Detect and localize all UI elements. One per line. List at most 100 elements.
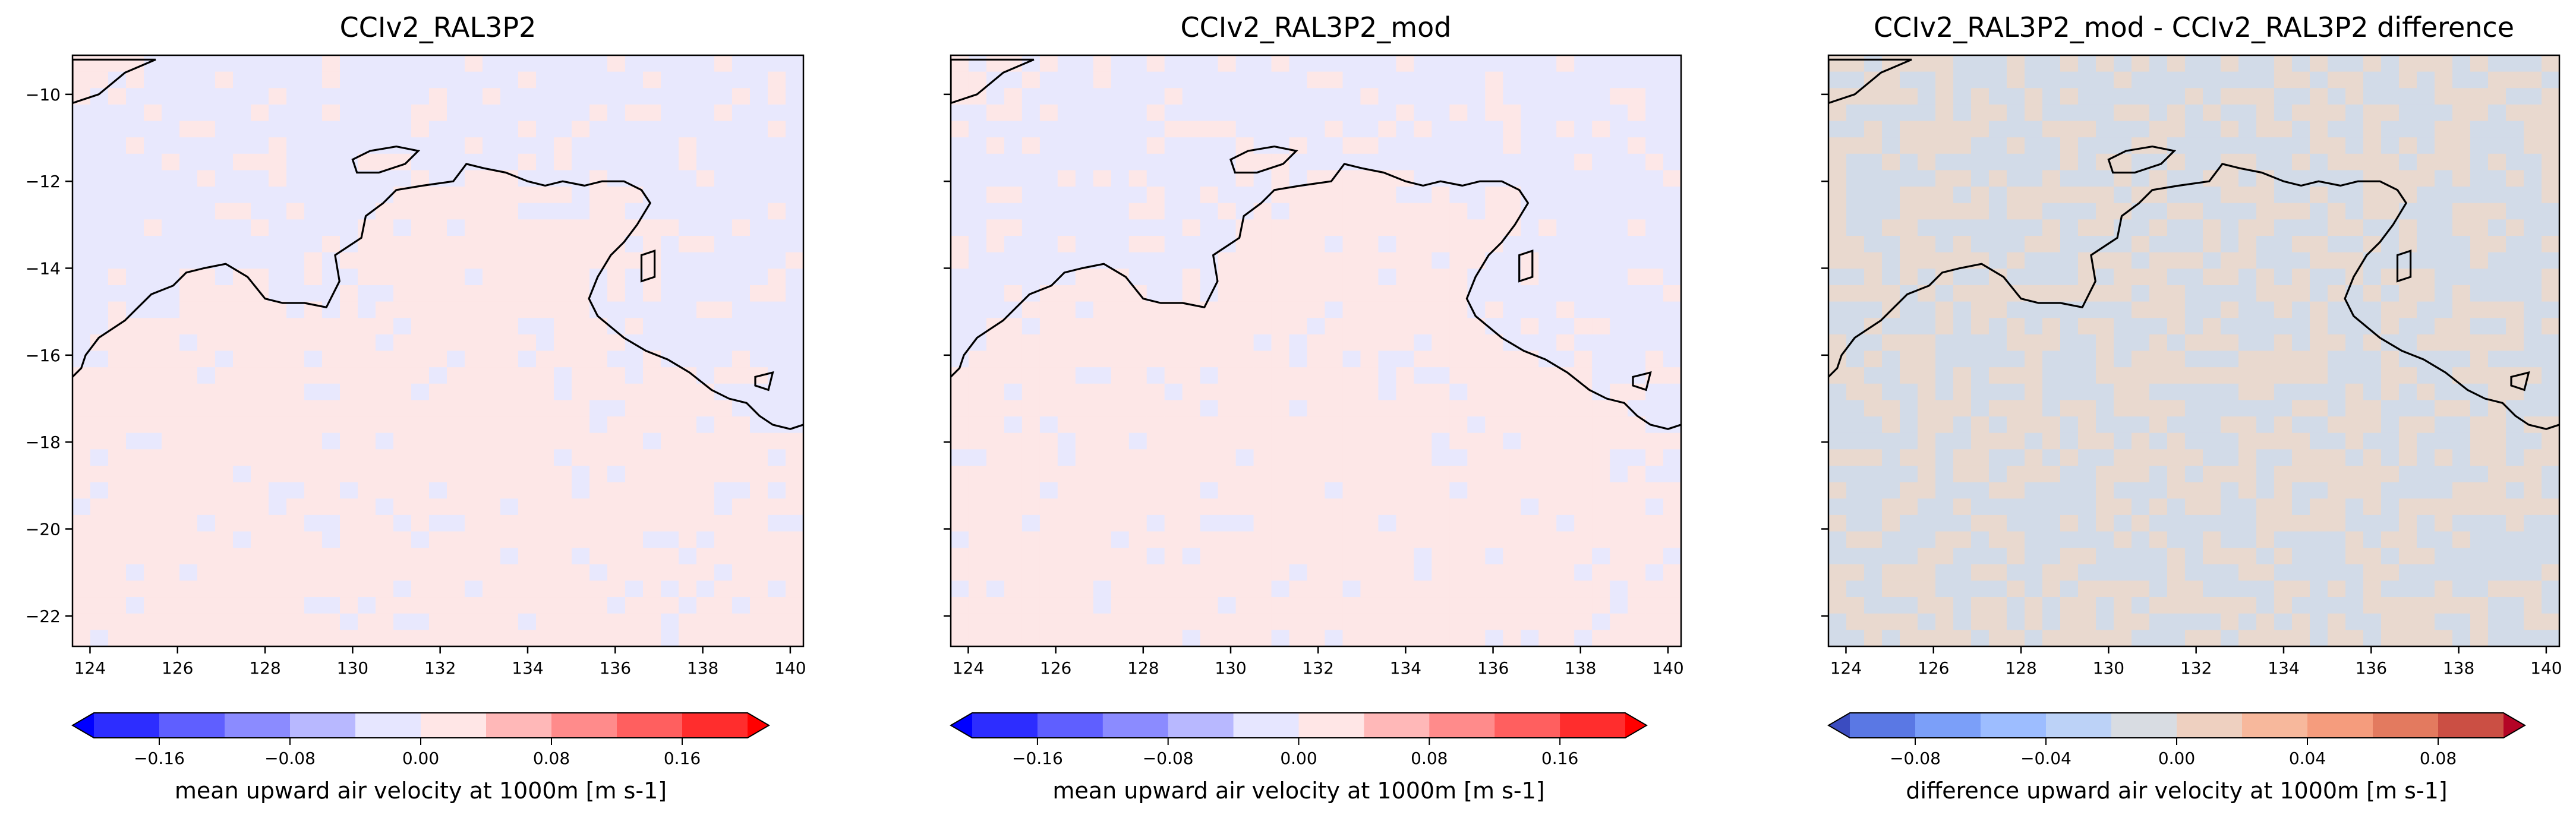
heatmap-cell [2417, 219, 2435, 236]
heatmap-cell [90, 269, 109, 286]
heatmap-cell [500, 367, 519, 384]
heatmap-cell [536, 187, 554, 204]
heatmap-cell [1918, 121, 1936, 138]
heatmap-cell [951, 318, 969, 335]
heatmap-cell [2524, 187, 2542, 204]
heatmap-cell [2238, 597, 2257, 614]
heatmap-cell [1146, 88, 1165, 105]
heatmap-cell [1645, 514, 1664, 532]
heatmap-cell [750, 514, 768, 532]
heatmap-cell [2381, 548, 2400, 565]
heatmap-cell [269, 219, 287, 236]
colorbar-outline [71, 712, 770, 738]
heatmap-cell [2435, 318, 2453, 335]
heatmap-cell [2417, 252, 2435, 269]
heatmap-cell [1918, 219, 1936, 236]
heatmap-cell [732, 88, 751, 105]
heatmap-cell [1057, 465, 1076, 483]
heatmap-cell [1882, 170, 1900, 187]
heatmap-cell [2149, 613, 2168, 630]
heatmap-cell [2132, 350, 2150, 368]
heatmap-cell [1342, 301, 1361, 318]
heatmap-cell [1610, 269, 1628, 286]
heatmap-cell [2452, 318, 2471, 335]
heatmap-cell [1900, 613, 1918, 630]
heatmap-cell [2399, 88, 2417, 105]
heatmap-cell [2435, 449, 2453, 466]
heatmap-cell [1021, 318, 1041, 335]
heatmap-cell [2363, 416, 2382, 434]
heatmap-cell [1900, 269, 1918, 286]
heatmap-cell [1971, 432, 1989, 450]
heatmap-cell [1378, 318, 1396, 335]
heatmap-cell [2417, 613, 2435, 630]
heatmap-cell [1325, 367, 1344, 384]
heatmap-cell [2542, 383, 2559, 401]
heatmap-cell [2310, 613, 2328, 630]
heatmap-cell [1271, 531, 1290, 548]
heatmap-cell [2399, 219, 2417, 236]
heatmap-cell [679, 318, 697, 335]
heatmap-cell [986, 187, 1005, 204]
heatmap-cell [2007, 252, 2025, 269]
heatmap-cell [1414, 203, 1432, 220]
heatmap-cell [2381, 71, 2400, 89]
heatmap-cell [968, 597, 987, 614]
heatmap-cell [2399, 498, 2417, 516]
heatmap-cell [1864, 269, 1883, 286]
heatmap-cell [1325, 71, 1344, 89]
heatmap-cell [1271, 170, 1290, 187]
heatmap-cell [1200, 613, 1219, 630]
heatmap-cell [1592, 482, 1610, 499]
heatmap-cell [72, 482, 91, 499]
heatmap-cell [286, 350, 305, 368]
heatmap-cell [1538, 498, 1557, 516]
heatmap-cell [2114, 630, 2132, 646]
heatmap-cell [1864, 580, 1883, 598]
heatmap-cell [1882, 252, 1900, 269]
heatmap-cell [589, 187, 608, 204]
heatmap-cell [1111, 334, 1130, 352]
heatmap-cell [2399, 548, 2417, 565]
heatmap-cell [197, 170, 216, 187]
heatmap-cell [714, 367, 733, 384]
heatmap-cell [411, 334, 430, 352]
heatmap-cell [1360, 580, 1379, 598]
island-outline [1632, 371, 1652, 391]
heatmap-cell [1004, 350, 1023, 368]
heatmap-cell [661, 203, 679, 220]
heatmap-cell [679, 531, 697, 548]
heatmap-cell [2007, 301, 2025, 318]
heatmap-cell [1900, 416, 1918, 434]
colorbar-swatch [1233, 713, 1300, 738]
heatmap-cell [2060, 350, 2079, 368]
heatmap-cell [2167, 301, 2186, 318]
heatmap-cell [968, 187, 987, 204]
heatmap-cell [1004, 170, 1023, 187]
island-outline [351, 145, 421, 174]
heatmap-cell [144, 301, 162, 318]
heatmap-cell [2221, 367, 2239, 384]
heatmap-cell [1467, 55, 1486, 72]
heatmap-cell [1521, 55, 1539, 72]
heatmap-cell [732, 367, 751, 384]
heatmap-cell [2292, 252, 2310, 269]
heatmap-cell [465, 187, 483, 204]
heatmap-cell [1432, 55, 1450, 72]
heatmap-cell [2524, 170, 2542, 187]
heatmap-cell [1021, 449, 1041, 466]
heatmap-cell [322, 498, 340, 516]
heatmap-cell [1235, 564, 1254, 582]
heatmap-cell [750, 432, 768, 450]
heatmap-cell [1307, 285, 1326, 302]
heatmap-cell [2078, 564, 2096, 582]
heatmap-cell [1485, 367, 1503, 384]
heatmap-cell [1289, 219, 1308, 236]
heatmap-cell [986, 104, 1005, 122]
heatmap-cell [2149, 514, 2168, 532]
heatmap-cell [1360, 104, 1379, 122]
heatmap-cell [2524, 482, 2542, 499]
heatmap-cell [607, 104, 626, 122]
heatmap-cell [162, 187, 180, 204]
heatmap-cell [1918, 187, 1936, 204]
